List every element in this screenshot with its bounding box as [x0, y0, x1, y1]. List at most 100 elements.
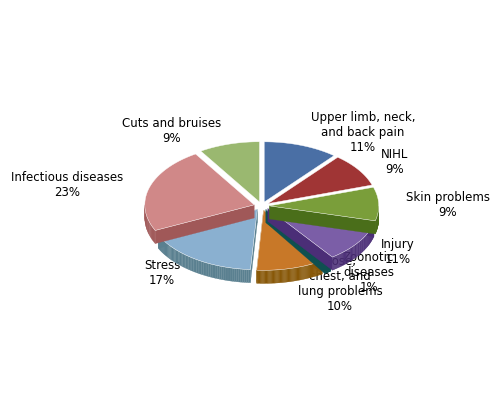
Polygon shape	[167, 244, 168, 258]
Polygon shape	[284, 269, 286, 282]
Polygon shape	[298, 267, 299, 281]
Polygon shape	[364, 237, 365, 251]
Polygon shape	[155, 205, 254, 244]
Text: Injury
11%: Injury 11%	[381, 237, 415, 265]
Polygon shape	[186, 255, 187, 269]
Polygon shape	[356, 244, 358, 257]
Polygon shape	[268, 271, 270, 284]
Polygon shape	[195, 259, 196, 273]
Polygon shape	[367, 234, 368, 247]
Polygon shape	[233, 268, 234, 282]
Polygon shape	[229, 268, 231, 281]
Polygon shape	[222, 267, 224, 280]
Polygon shape	[216, 266, 218, 279]
Text: Zoonotic
diseases
1%: Zoonotic diseases 1%	[343, 251, 394, 294]
Polygon shape	[350, 248, 351, 261]
Polygon shape	[270, 206, 376, 235]
Polygon shape	[314, 263, 315, 277]
Polygon shape	[231, 268, 233, 282]
Polygon shape	[168, 245, 170, 259]
Polygon shape	[264, 271, 265, 284]
Polygon shape	[312, 264, 313, 278]
Polygon shape	[359, 242, 360, 255]
Polygon shape	[188, 257, 190, 271]
Polygon shape	[292, 268, 294, 282]
Polygon shape	[348, 249, 350, 263]
Polygon shape	[311, 264, 312, 278]
Polygon shape	[313, 264, 314, 277]
Polygon shape	[345, 251, 346, 265]
Polygon shape	[336, 255, 338, 269]
Polygon shape	[200, 261, 202, 275]
Text: Cuts and bruises
9%: Cuts and bruises 9%	[122, 116, 222, 144]
Text: NIHL
9%: NIHL 9%	[381, 148, 408, 176]
Polygon shape	[308, 265, 309, 279]
Polygon shape	[256, 211, 322, 271]
Polygon shape	[362, 239, 363, 252]
Polygon shape	[360, 240, 361, 254]
Polygon shape	[173, 248, 174, 262]
Polygon shape	[250, 210, 258, 283]
Polygon shape	[196, 260, 198, 274]
Polygon shape	[361, 240, 362, 254]
Polygon shape	[163, 240, 164, 254]
Polygon shape	[332, 257, 334, 271]
Polygon shape	[346, 251, 347, 264]
Polygon shape	[268, 158, 372, 204]
Polygon shape	[218, 266, 220, 280]
Polygon shape	[320, 261, 321, 275]
Polygon shape	[174, 249, 176, 263]
Polygon shape	[201, 142, 260, 202]
Polygon shape	[278, 270, 280, 283]
Polygon shape	[347, 250, 348, 263]
Polygon shape	[153, 228, 154, 243]
Polygon shape	[297, 268, 298, 281]
Polygon shape	[177, 251, 178, 265]
Polygon shape	[272, 271, 273, 284]
Polygon shape	[227, 268, 229, 281]
Polygon shape	[244, 270, 246, 283]
Polygon shape	[316, 263, 317, 276]
Polygon shape	[234, 269, 236, 282]
Polygon shape	[351, 247, 352, 261]
Polygon shape	[256, 271, 258, 284]
Polygon shape	[181, 253, 182, 267]
Polygon shape	[256, 211, 264, 284]
Polygon shape	[180, 252, 181, 266]
Polygon shape	[210, 264, 212, 278]
Polygon shape	[148, 221, 150, 236]
Polygon shape	[145, 154, 254, 231]
Polygon shape	[264, 211, 322, 274]
Polygon shape	[225, 267, 227, 281]
Polygon shape	[192, 258, 194, 272]
Polygon shape	[158, 210, 258, 249]
Polygon shape	[340, 254, 342, 267]
Polygon shape	[276, 270, 278, 283]
Polygon shape	[299, 267, 300, 280]
Polygon shape	[258, 271, 259, 284]
Polygon shape	[154, 230, 155, 244]
Polygon shape	[315, 263, 316, 277]
Text: Stress
17%: Stress 17%	[144, 258, 180, 286]
Polygon shape	[164, 241, 165, 255]
Polygon shape	[266, 210, 330, 261]
Polygon shape	[262, 271, 264, 284]
Text: Upper limb, neck,
and back pain
11%: Upper limb, neck, and back pain 11%	[310, 110, 415, 153]
Polygon shape	[304, 266, 306, 279]
Polygon shape	[354, 245, 355, 259]
Polygon shape	[240, 269, 242, 282]
Polygon shape	[220, 266, 222, 280]
Polygon shape	[246, 270, 248, 283]
Polygon shape	[296, 268, 297, 281]
Text: Skin problems
9%: Skin problems 9%	[406, 190, 490, 218]
Polygon shape	[321, 261, 322, 275]
Text: Infectious diseases
23%: Infectious diseases 23%	[10, 171, 123, 198]
Polygon shape	[286, 269, 287, 282]
Polygon shape	[267, 271, 268, 284]
Polygon shape	[165, 242, 166, 256]
Polygon shape	[266, 210, 330, 272]
Polygon shape	[355, 244, 356, 258]
Polygon shape	[319, 262, 320, 275]
Polygon shape	[202, 262, 203, 275]
Polygon shape	[212, 265, 214, 278]
